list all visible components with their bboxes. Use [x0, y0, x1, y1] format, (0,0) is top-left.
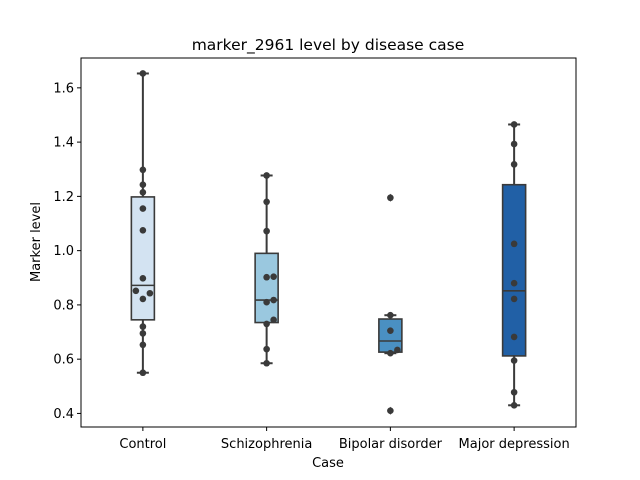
- data-point: [139, 330, 147, 337]
- data-point: [510, 401, 518, 409]
- data-point: [139, 341, 147, 349]
- data-point: [139, 189, 147, 196]
- y-axis: 0.4 0.6 0.8 1.0 1.2 1.4 1.6: [53, 81, 81, 422]
- box-iqr: [501, 183, 527, 357]
- y-tick-label: 0.8: [53, 298, 74, 313]
- data-point: [139, 70, 147, 77]
- y-tick-label: 0.6: [53, 353, 74, 368]
- y-tick-label: 1.0: [53, 244, 74, 259]
- data-point: [387, 311, 394, 319]
- data-point: [263, 198, 270, 206]
- data-point: [139, 323, 147, 330]
- y-tick-label: 1.2: [53, 190, 74, 205]
- x-tick-label: Major depression: [459, 437, 570, 452]
- data-point: [263, 359, 270, 367]
- data-point: [510, 240, 518, 248]
- box-iqr: [254, 252, 279, 324]
- data-point: [270, 316, 277, 324]
- box-group: [501, 123, 527, 407]
- data-point: [139, 275, 147, 282]
- data-point: [263, 227, 270, 235]
- box-group: [378, 193, 403, 415]
- data-point: [387, 194, 394, 202]
- data-point: [510, 333, 518, 341]
- x-axis-label: Case: [312, 456, 344, 471]
- x-tick-label: Control: [119, 437, 166, 452]
- data-point: [139, 369, 147, 377]
- data-point: [139, 226, 147, 234]
- data-point: [139, 205, 147, 212]
- data-point: [510, 357, 518, 364]
- data-point: [263, 320, 270, 328]
- data-point: [510, 121, 518, 128]
- data-point: [139, 295, 147, 303]
- data-point: [510, 140, 518, 148]
- data-point: [394, 346, 401, 354]
- data-point: [510, 388, 518, 396]
- y-tick-label: 1.4: [53, 136, 74, 151]
- data-point: [387, 407, 394, 415]
- box-group: [254, 174, 279, 365]
- data-point: [510, 279, 518, 287]
- data-point: [263, 298, 270, 306]
- data-point: [139, 166, 147, 174]
- data-point: [263, 273, 270, 281]
- data-point: [510, 161, 518, 168]
- plot-frame: [80, 57, 577, 428]
- chart-title: marker_2961 level by disease case: [192, 36, 465, 55]
- x-tick-label: Bipolar disorder: [339, 437, 443, 452]
- data-point: [146, 289, 154, 297]
- x-tick-label: Schizophrenia: [221, 437, 312, 452]
- data-point: [263, 345, 270, 353]
- y-axis-label: Marker level: [29, 202, 44, 282]
- y-tick-label: 0.4: [53, 407, 74, 422]
- data-point: [270, 296, 277, 304]
- data-point: [139, 181, 147, 189]
- data-point: [387, 349, 394, 357]
- data-point: [263, 172, 270, 179]
- plot-area: [130, 70, 527, 415]
- y-tick-label: 1.6: [53, 81, 74, 96]
- x-axis: Control Schizophrenia Bipolar disorder Majo…: [119, 427, 570, 452]
- data-point: [387, 327, 394, 334]
- data-point: [270, 273, 277, 280]
- data-point: [510, 295, 518, 303]
- data-point: [132, 287, 140, 295]
